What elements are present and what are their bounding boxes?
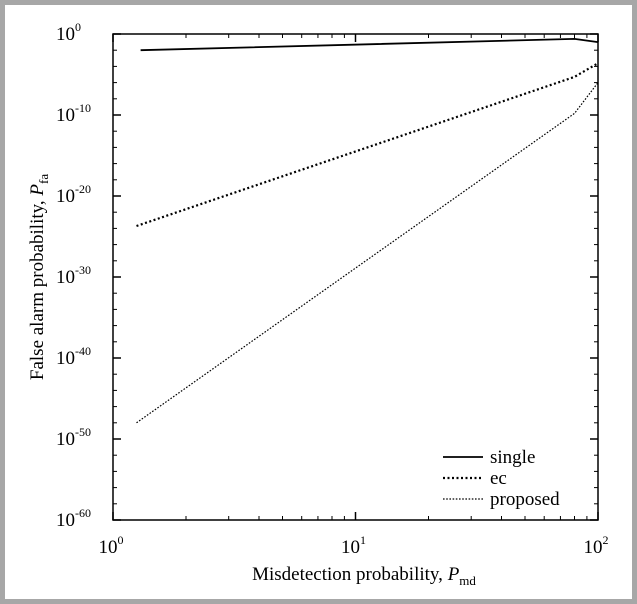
x-axis-ticks: 100 101 102 bbox=[99, 34, 609, 558]
y-axis-label-subscript: fa bbox=[36, 174, 51, 184]
x-tick-label: 102 bbox=[584, 533, 609, 558]
y-axis-label-text: False alarm probability, bbox=[27, 196, 48, 381]
y-tick-label: 100 bbox=[56, 20, 81, 45]
x-axis-label-symbol: P bbox=[447, 564, 460, 585]
x-axis-label: Misdetection probability, Pmd bbox=[252, 564, 476, 588]
y-axis-label-symbol: P bbox=[27, 184, 48, 197]
y-axis-label: False alarm probability, Pfa bbox=[27, 174, 51, 380]
series-line-single bbox=[140, 37, 599, 52]
y-tick-label: 10-20 bbox=[56, 182, 91, 207]
x-tick-label: 100 bbox=[99, 533, 124, 558]
y-tick-label: 10-40 bbox=[56, 344, 91, 369]
y-tick-label: 10-30 bbox=[56, 263, 91, 288]
y-axis-ticks: 100 10-10 10-20 10-30 10-40 10-50 10-60 bbox=[56, 20, 598, 531]
x-axis-label-text: Misdetection probability, bbox=[252, 564, 448, 585]
y-tick-label: 10-60 bbox=[56, 506, 91, 531]
series-line-ec bbox=[136, 62, 599, 228]
x-tick-label: 101 bbox=[341, 533, 366, 558]
legend-label-proposed: proposed bbox=[490, 489, 560, 510]
legend-label-ec: ec bbox=[490, 468, 507, 489]
x-axis-label-subscript: md bbox=[459, 573, 476, 588]
series-line-proposed bbox=[136, 82, 599, 424]
series-lines bbox=[136, 37, 599, 424]
legend-label-single: single bbox=[490, 447, 535, 468]
y-tick-label: 10-10 bbox=[56, 101, 91, 126]
y-tick-label: 10-50 bbox=[56, 425, 91, 450]
